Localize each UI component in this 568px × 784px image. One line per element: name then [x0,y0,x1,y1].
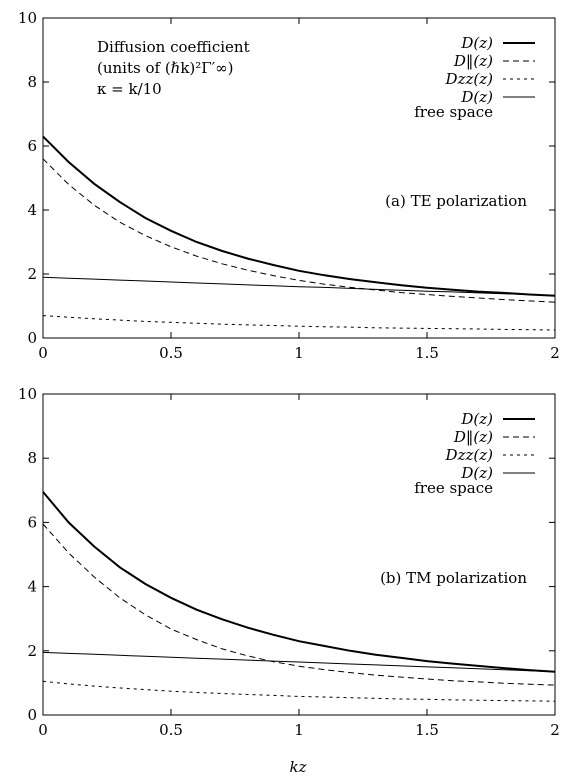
x-tick-label: 0.5 [159,344,183,362]
legend-label: D(z) [460,88,493,106]
y-tick-label: 0 [27,329,37,347]
legend-label: D‖(z) [453,428,493,446]
series-line-thick-solid [42,491,556,673]
y-tick-label: 10 [18,385,37,403]
panel-subtitle: (a) TE polarization [385,192,527,210]
series-line-dashed [42,158,556,303]
panel-te: 0 0.5 1 1.5 20246810D(z)D‖(z)Dzz(z)D(z)free … [18,9,560,362]
annotation-line: κ = k/10 [97,80,162,98]
y-tick-label: 8 [27,73,37,91]
panel-tm: 0 0.5 1 1.5 20246810D(z)D‖(z)Dzz(z)D(z)free … [18,385,560,739]
legend-label: D(z) [460,34,493,52]
legend-label: D(z) [460,410,493,428]
legend-label: Dzz(z) [445,70,494,88]
x-tick-label: 2 [550,721,560,739]
x-tick-label: 1 [294,344,304,362]
legend-label: D(z) [460,464,493,482]
legend-extra-label: free space [414,103,493,121]
x-axis-label: kz [290,758,307,776]
y-tick-label: 2 [27,642,37,660]
y-tick-label: 2 [27,265,37,283]
x-tick-label: 0 [38,721,48,739]
y-tick-label: 6 [27,137,37,155]
y-tick-label: 4 [27,578,37,596]
y-tick-label: 8 [27,449,37,467]
series-line-thin-solid [42,651,556,673]
x-tick-label: 0 [38,344,48,362]
y-tick-label: 6 [27,513,37,531]
legend-label: Dzz(z) [445,446,494,464]
series-line-dashed [42,523,556,686]
x-tick-label: 1.5 [415,344,439,362]
legend-extra-label: free space [414,479,493,497]
x-tick-label: 0.5 [159,721,183,739]
y-tick-label: 0 [27,706,37,724]
series-line-thin-solid [42,276,556,296]
annotation-line: (units of (ℏk)²Γ′∞) [97,59,233,77]
y-tick-label: 10 [18,9,37,27]
panel-subtitle: (b) TM polarization [380,569,527,587]
y-tick-label: 4 [27,201,37,219]
annotation-line: Diffusion coefficient [97,38,250,56]
x-tick-label: 1.5 [415,721,439,739]
legend-label: D‖(z) [453,52,493,70]
series-line-dotted [42,680,556,702]
series-line-thick-solid [42,135,556,297]
x-tick-label: 2 [550,344,560,362]
series-line-dotted [42,315,556,331]
x-tick-label: 1 [294,721,304,739]
